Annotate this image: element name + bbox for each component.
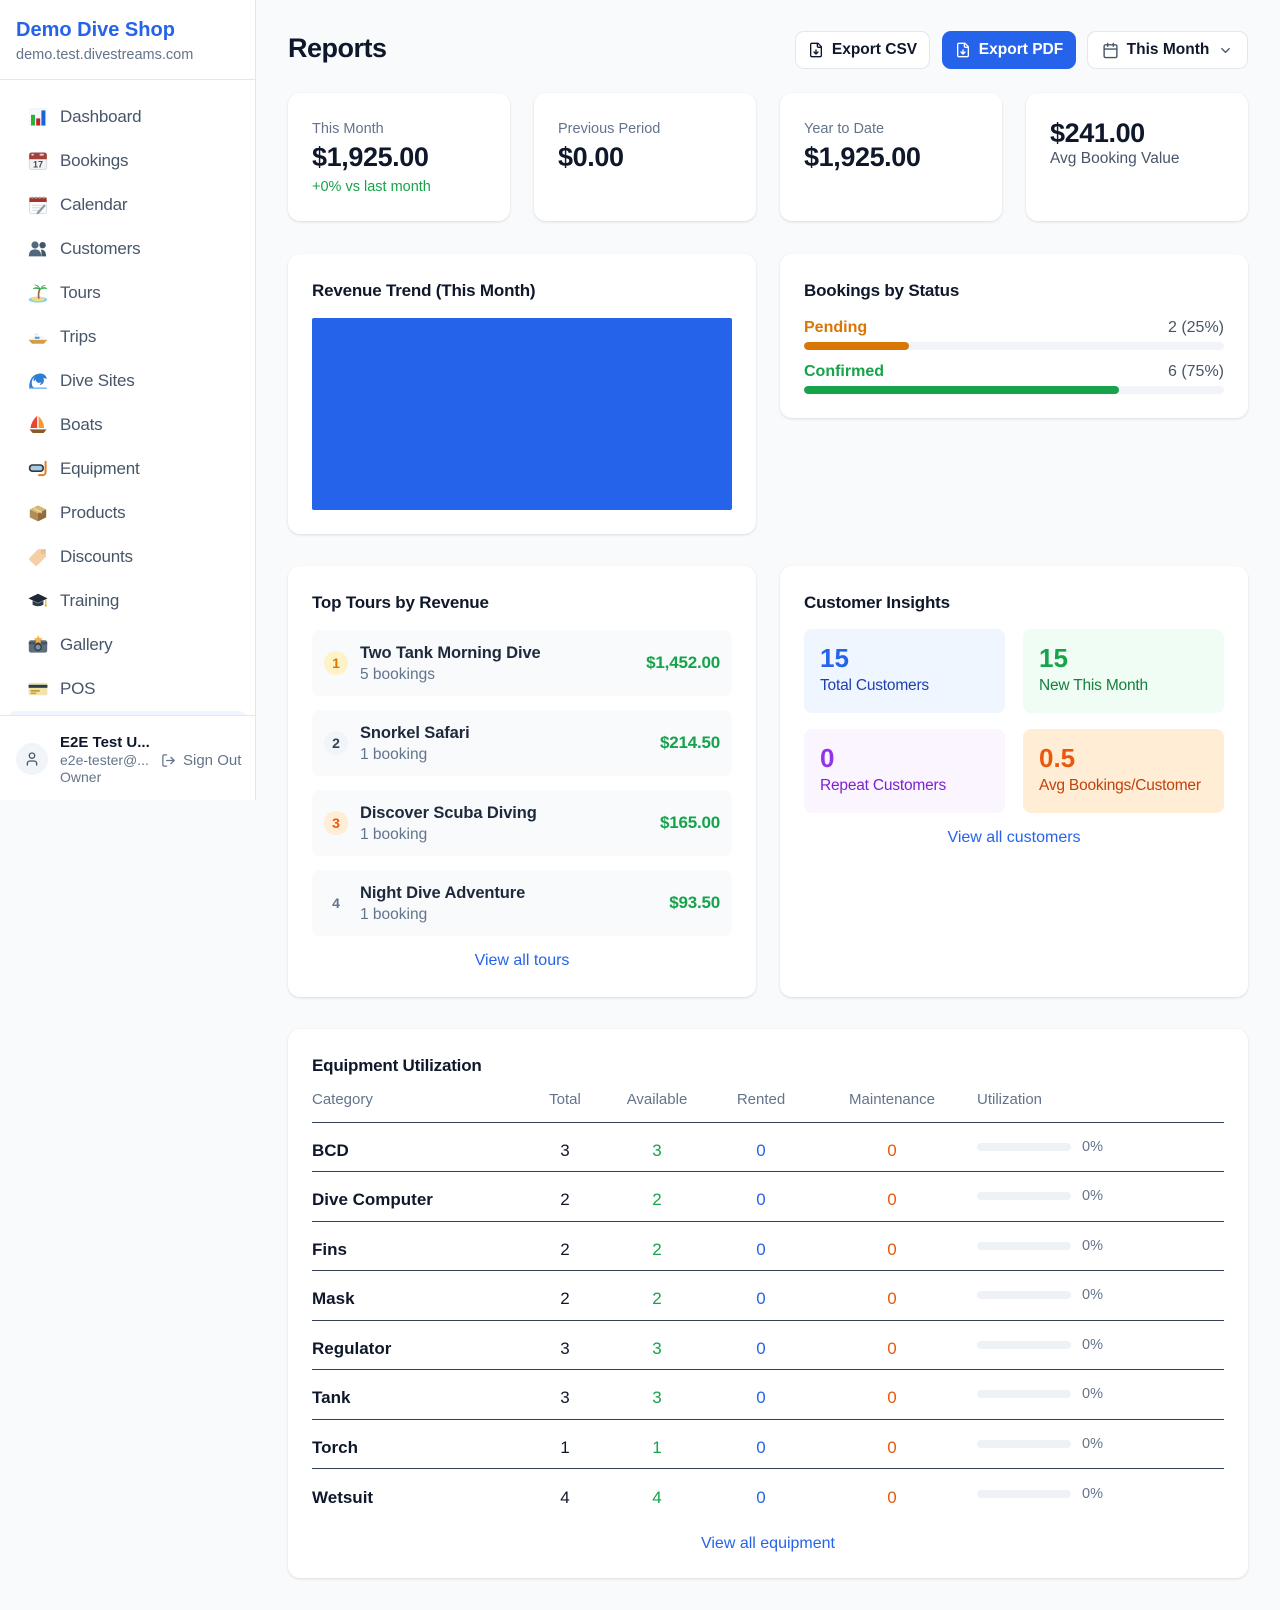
svg-text:17: 17 [33,159,43,169]
